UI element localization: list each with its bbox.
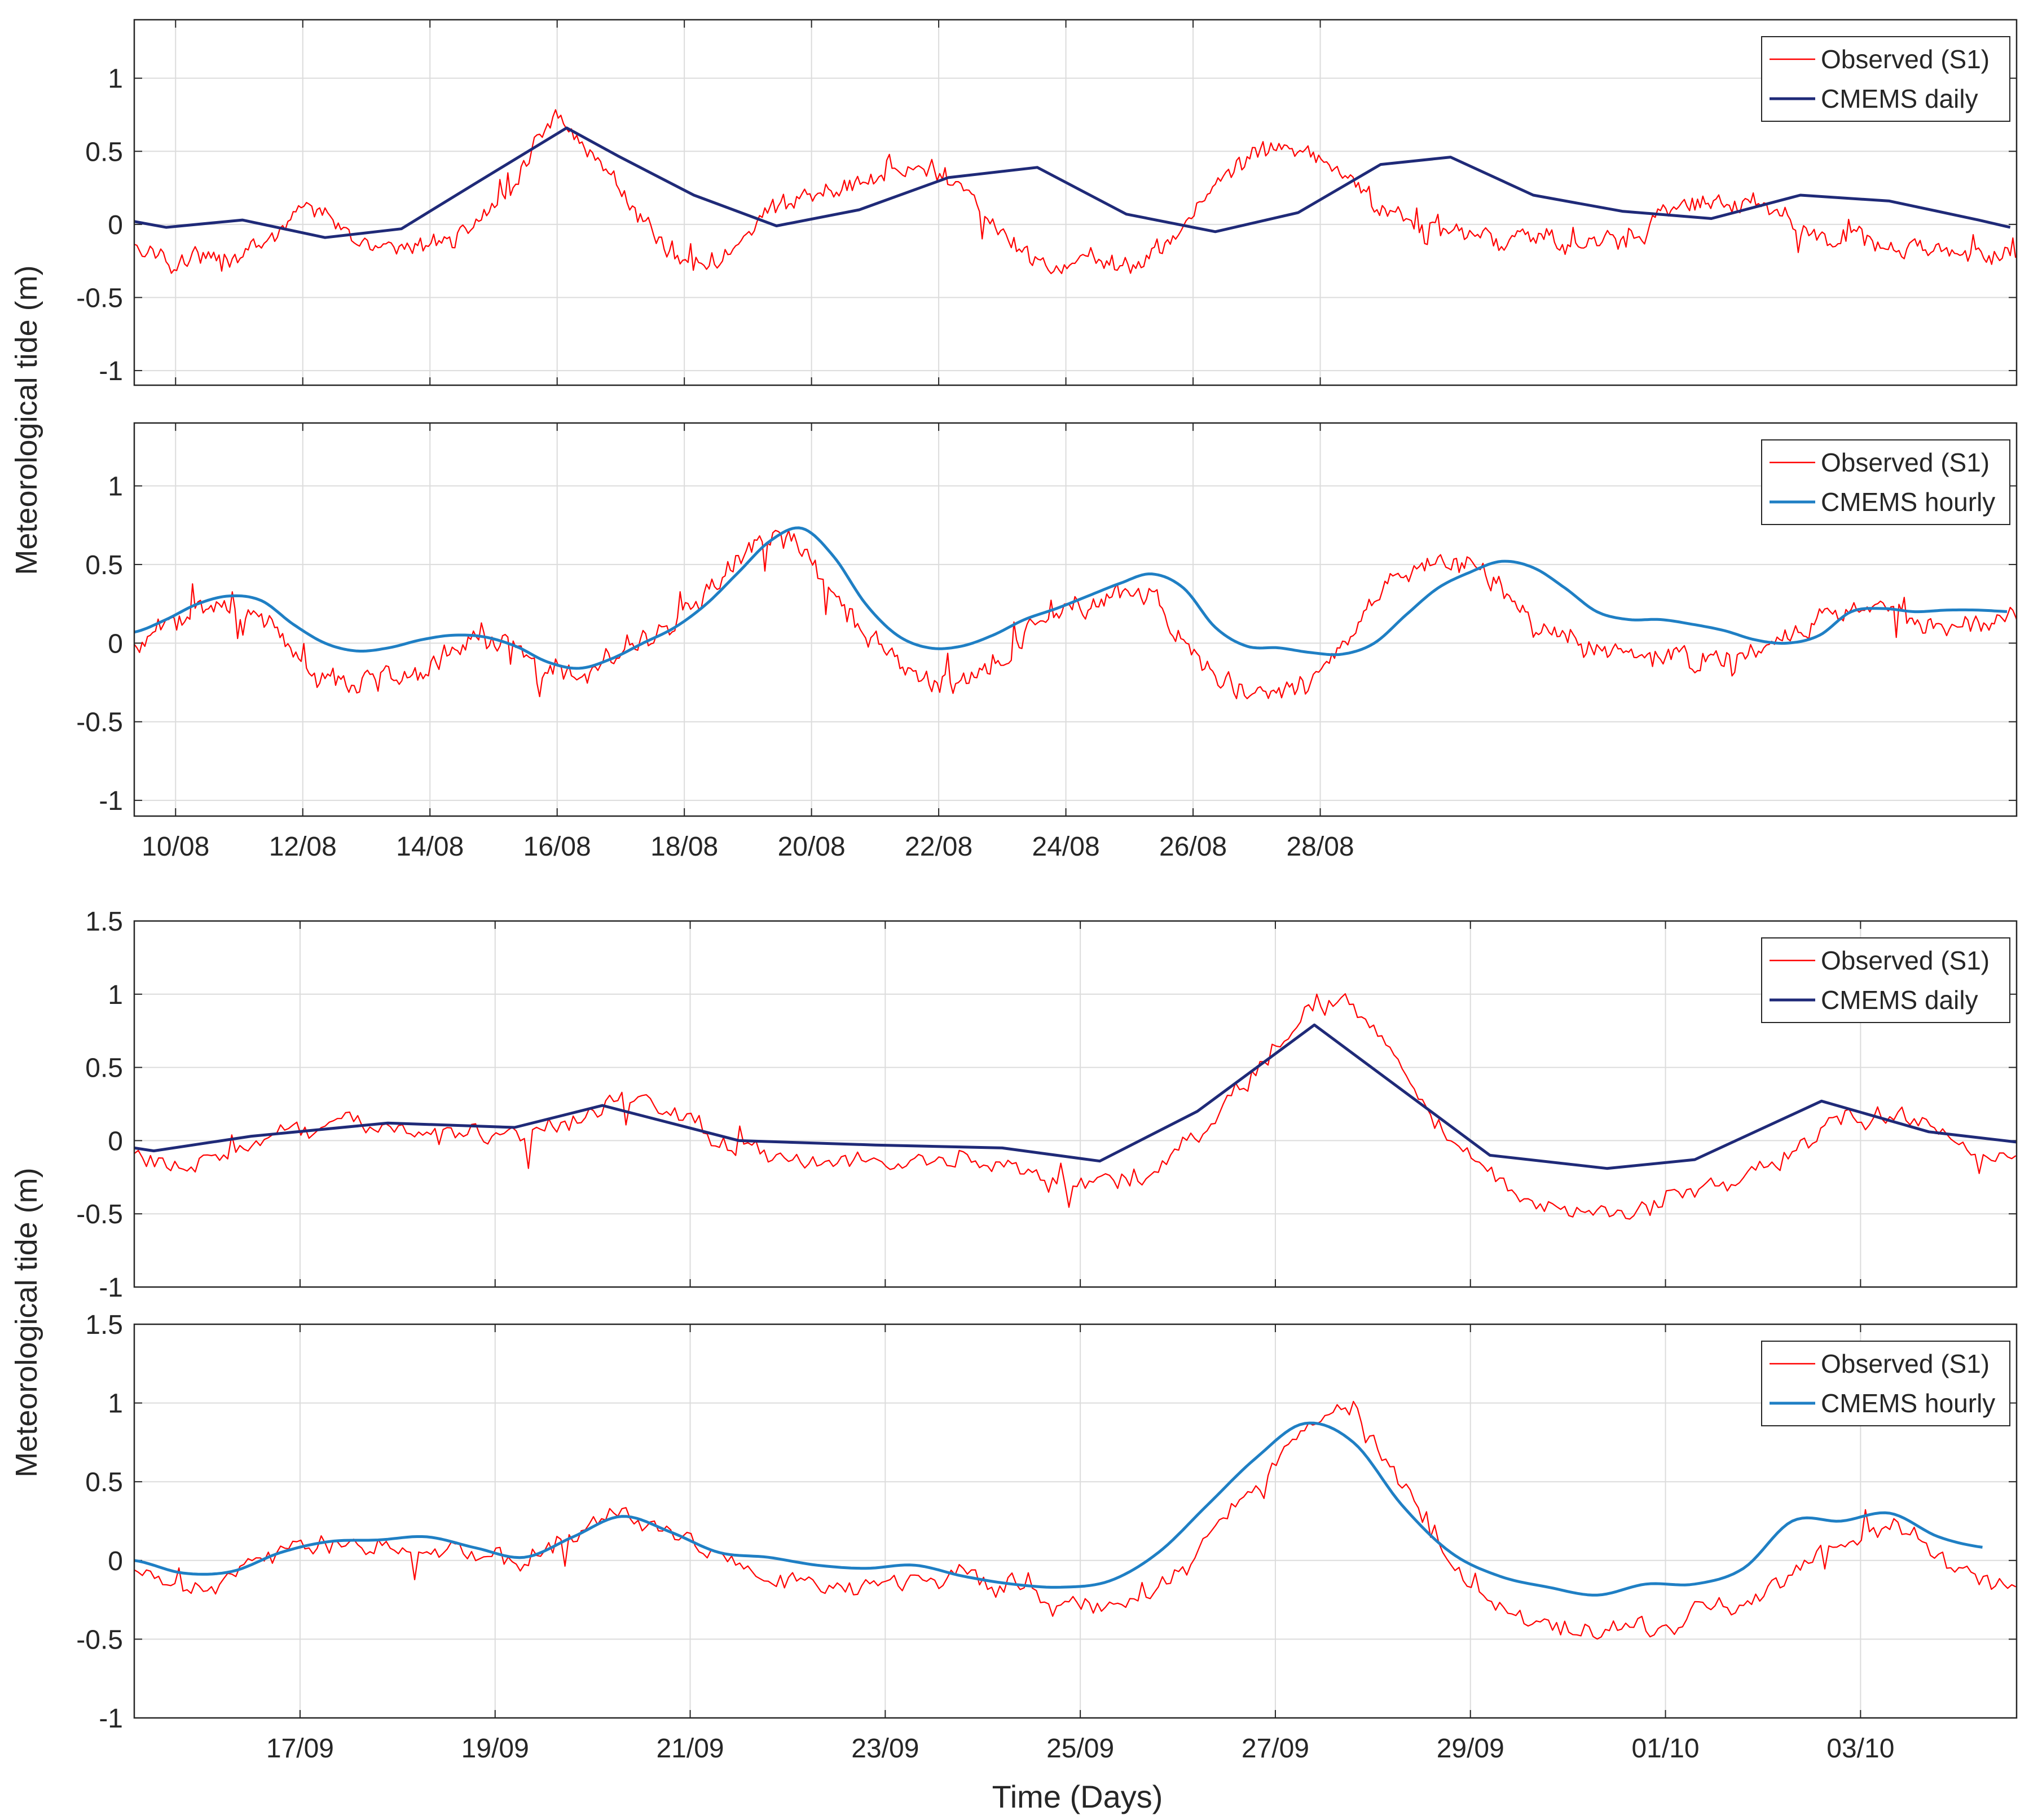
series-line-cmems [134, 526, 2008, 670]
y-tick-label: 1.5 [85, 1310, 123, 1340]
y-tick-label: 0.5 [85, 137, 123, 167]
x-tick-label: 14/08 [396, 832, 464, 862]
x-tick-label: 01/10 [1631, 1734, 1699, 1764]
panel-b1: 1.5 1 0.5 0 -0.5 -1 Observed (S1) CMEMS daily [76, 907, 2018, 1303]
legend: Observed (S1) CMEMS hourly [1761, 439, 2010, 525]
series-line-observed [134, 530, 2017, 699]
series-line-cmems [134, 126, 2011, 239]
series-line-cmems [134, 1421, 1983, 1597]
y-tick-label: -1 [99, 1704, 123, 1734]
x-tick-label: 26/08 [1159, 832, 1227, 862]
y-tick-label: 1 [108, 64, 123, 94]
plot-area [134, 1324, 2017, 1718]
x-tick-label: 27/09 [1242, 1734, 1309, 1764]
x-tick-label: 24/08 [1032, 832, 1100, 862]
y-axis-label-bottom-group: Meteorological tide (m) [10, 1167, 43, 1477]
x-tick-label: 21/09 [656, 1734, 724, 1764]
x-tick-label: 03/10 [1826, 1734, 1894, 1764]
series-group [134, 109, 2017, 275]
y-tick-label: 1 [108, 472, 123, 502]
y-tick-label: 0.5 [85, 1468, 123, 1497]
legend-box [1761, 937, 2010, 1023]
y-tick-label: -1 [99, 1273, 123, 1303]
y-tick-label: -1 [99, 786, 123, 816]
x-tick-label: 12/08 [269, 832, 337, 862]
legend-box [1761, 439, 2010, 525]
series-line-observed [134, 1400, 2017, 1640]
y-tick-label: 0.5 [85, 1054, 123, 1083]
y-tick-label: 0 [108, 1546, 123, 1576]
y-tick-label: 0 [108, 210, 123, 240]
y-tick-label: 1.5 [85, 907, 123, 937]
series-line-observed [134, 993, 2017, 1220]
x-tick-label: 17/09 [266, 1734, 334, 1764]
y-axis-label-top-group: Meteorological tide (m) [10, 265, 43, 575]
x-axis-label: Time (Days) [992, 1779, 1163, 1814]
x-tick-label: 16/08 [523, 832, 591, 862]
x-tick-label: 22/08 [905, 832, 972, 862]
x-tick-label: 29/09 [1437, 1734, 1504, 1764]
legend: Observed (S1) CMEMS daily [1761, 937, 2010, 1023]
x-tick-label: 18/08 [650, 832, 718, 862]
x-tick-label: 10/08 [142, 832, 209, 862]
x-tick-label: 20/08 [778, 832, 846, 862]
legend-label: Observed (S1) [1821, 1349, 1990, 1378]
series-group [134, 993, 2017, 1220]
legend-label: CMEMS hourly [1821, 487, 1995, 517]
legend-label: Observed (S1) [1821, 448, 1990, 477]
y-tick-label: -1 [99, 356, 123, 386]
y-tick-label: 1 [108, 1389, 123, 1419]
axes-frame [133, 920, 2018, 1288]
x-tick-label: 23/09 [851, 1734, 919, 1764]
y-tick-label: 0.5 [85, 550, 123, 580]
y-tick-label: 1 [108, 980, 123, 1010]
legend-label: Observed (S1) [1821, 946, 1990, 975]
x-tick-label: 19/09 [461, 1734, 529, 1764]
plot-area [134, 20, 2017, 385]
legend: Observed (S1) CMEMS hourly [1761, 1341, 2010, 1426]
series-line-observed [134, 109, 2017, 275]
x-tick-label: 28/08 [1286, 832, 1354, 862]
panel-b2: 17/09 19/09 21/09 23/09 25/09 27/09 29/09 01/10… [76, 1310, 2018, 1764]
y-tick-label: -0.5 [76, 1625, 123, 1655]
axes-frame [133, 422, 2018, 817]
legend-box [1761, 1341, 2010, 1426]
y-tick-label: -0.5 [76, 708, 123, 738]
plot-area [134, 921, 2017, 1287]
y-tick-label: -0.5 [76, 283, 123, 313]
axes-frame [133, 19, 2018, 386]
series-group [134, 526, 2017, 699]
plot-area [134, 423, 2017, 816]
series-line-cmems [134, 1023, 2017, 1170]
legend-label: Observed (S1) [1821, 45, 1990, 74]
y-tick-label: 0 [108, 629, 123, 659]
y-tick-label: 0 [108, 1126, 123, 1156]
panels: 1 0.5 0 -0.5 -1 Observed (S1) CMEMS daily 10/08… [76, 19, 2018, 1764]
series-group [134, 1400, 2017, 1640]
panel-a2: 10/08 12/08 14/08 16/08 18/08 20/08 22/08 24/08… [76, 422, 2018, 862]
legend: Observed (S1) CMEMS daily [1761, 36, 2010, 122]
legend-label: CMEMS daily [1821, 84, 1978, 113]
x-tick-label: 25/09 [1046, 1734, 1114, 1764]
y-tick-label: -0.5 [76, 1200, 123, 1230]
legend-label: CMEMS daily [1821, 985, 1978, 1015]
axes-frame [133, 1323, 2018, 1719]
legend-label: CMEMS hourly [1821, 1389, 1995, 1418]
panel-a1: 1 0.5 0 -0.5 -1 Observed (S1) CMEMS daily [76, 19, 2018, 386]
legend-box [1761, 36, 2010, 122]
